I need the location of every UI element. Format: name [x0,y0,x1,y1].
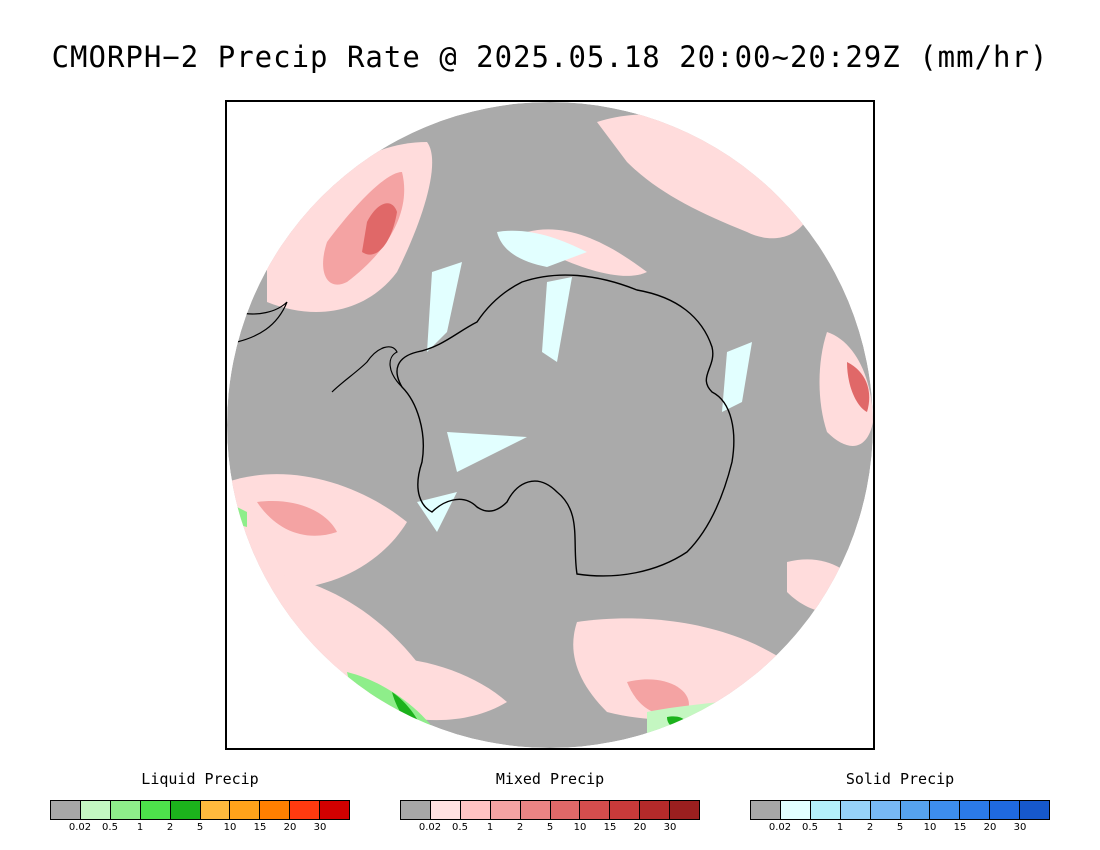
colorbar-swatch [140,801,171,819]
map-panel [225,100,875,750]
colorbar-swatch [260,801,291,819]
colorbar-tick-label: 5 [896,822,904,833]
colorbar-swatch [780,801,811,819]
antarctica-coastline [396,274,735,577]
colorbar-tick-label: 15 [953,822,967,833]
colorbar-tick-label: 30 [1013,822,1027,833]
colorbar-swatch [110,801,141,819]
colorbar [400,800,700,820]
colorbar-swatch [230,801,261,819]
colorbar-ticks: 0.02 0.5 1 2 5 10 15 20 30 [750,822,1050,838]
colorbar-swatch [1020,801,1050,819]
colorbar-tick-label: 0.5 [802,822,818,833]
colorbar-swatch [490,801,521,819]
colorbar-tick-label: 1 [136,822,144,833]
colorbar-tick-label: 0.5 [102,822,118,833]
colorbar [750,800,1050,820]
colorbar-swatch [320,801,350,819]
legend-liquid: Liquid Precip 0.02 0.5 1 2 5 10 15 20 30 [50,770,350,838]
colorbar-tick-label: 20 [983,822,997,833]
colorbar-swatch [900,801,931,819]
colorbar-ticks: 0.02 0.5 1 2 5 10 15 20 30 [400,822,700,838]
map-title: CMORPH−2 Precip Rate @ 2025.05.18 20:00~… [51,40,1049,74]
colorbar-tick-label: 0.5 [452,822,468,833]
colorbar-swatch [610,801,641,819]
colorbar-tick-label: 0.02 [768,822,792,833]
colorbar-tick-label: 2 [166,822,174,833]
colorbar-swatch [751,801,781,819]
colorbar-swatch [460,801,491,819]
colorbar-swatch [80,801,111,819]
colorbar-swatch [520,801,551,819]
colorbar-swatch [960,801,991,819]
colorbar-swatch [200,801,231,819]
colorbar-tick-label: 1 [486,822,494,833]
legend-solid: Solid Precip 0.02 0.5 1 2 5 10 15 20 30 [750,770,1050,838]
colorbar-swatch [430,801,461,819]
colorbar-tick-label: 0.02 [68,822,92,833]
legend-mixed: Mixed Precip 0.02 0.5 1 2 5 10 15 20 30 [400,770,700,838]
colorbar-tick-label: 1 [836,822,844,833]
colorbar-swatch [640,801,671,819]
colorbar-swatch [550,801,581,819]
colorbar-swatch [51,801,81,819]
colorbar-tick-label: 5 [546,822,554,833]
colorbar-swatch [670,801,700,819]
colorbar-tick-label: 15 [603,822,617,833]
colorbar-tick-label: 0.02 [418,822,442,833]
colorbar-tick-label: 2 [866,822,874,833]
colorbar-tick-label: 10 [223,822,237,833]
colorbar-tick-label: 15 [253,822,267,833]
colorbar-swatch [401,801,431,819]
colorbar-tick-label: 5 [196,822,204,833]
colorbar-ticks: 0.02 0.5 1 2 5 10 15 20 30 [50,822,350,838]
polar-precip-map [227,102,873,748]
colorbar-swatch [840,801,871,819]
legend-title: Solid Precip [845,770,955,788]
colorbar-swatch [930,801,961,819]
colorbar-swatch [290,801,321,819]
colorbar [50,800,350,820]
colorbar-tick-label: 20 [633,822,647,833]
colorbar-tick-label: 10 [923,822,937,833]
antarctic-peninsula [331,346,403,393]
colorbar-tick-label: 30 [663,822,677,833]
colorbar-tick-label: 2 [516,822,524,833]
colorbar-swatch [170,801,201,819]
colorbar-swatch [810,801,841,819]
south-america-coast [236,301,288,343]
legend-title: Liquid Precip [141,770,259,788]
colorbar-tick-label: 10 [573,822,587,833]
colorbar-swatch [870,801,901,819]
colorbar-tick-label: 30 [313,822,327,833]
colorbar-tick-label: 20 [283,822,297,833]
colorbar-swatch [990,801,1021,819]
colorbar-swatch [580,801,611,819]
legend-title: Mixed Precip [495,770,605,788]
